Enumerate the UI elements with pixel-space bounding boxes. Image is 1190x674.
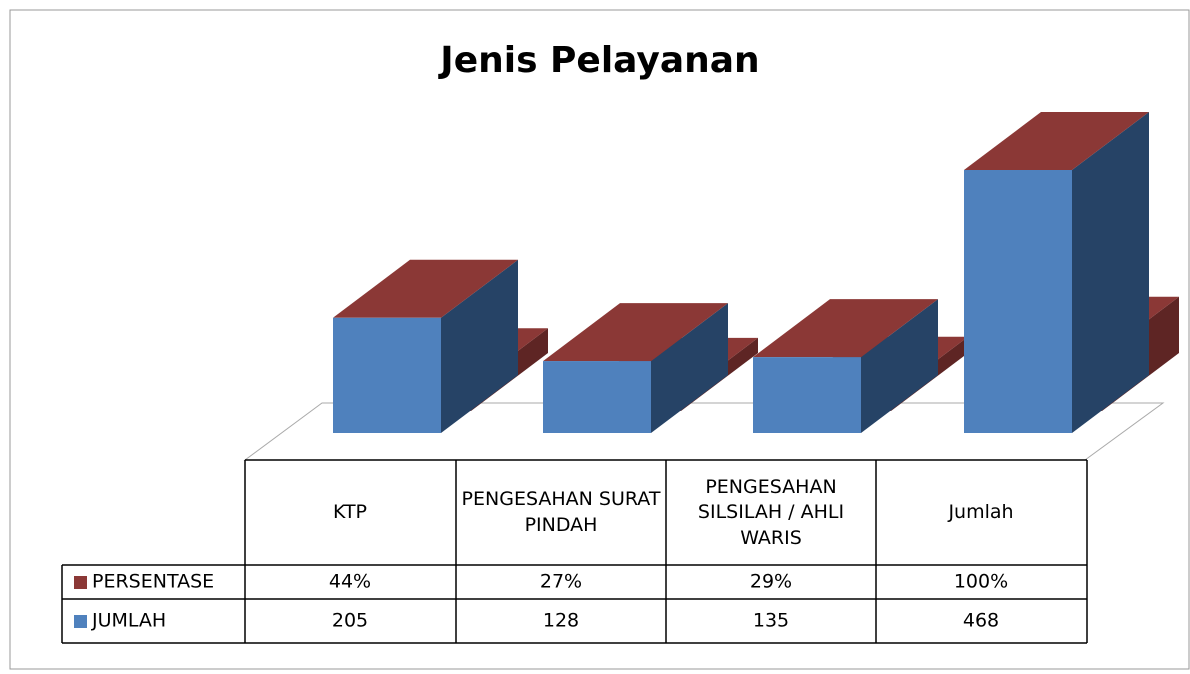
bar-top <box>964 112 1149 170</box>
category-cell: PENGESAHAN SILSILAH / AHLI WARIS <box>697 475 845 549</box>
bar <box>543 361 651 433</box>
bar-side <box>1072 112 1149 433</box>
data-label: 27% <box>540 571 582 593</box>
category-cell: KTP <box>332 501 368 524</box>
legend-label: PERSENTASE <box>92 571 214 593</box>
bar-side <box>651 303 728 433</box>
bar-side <box>441 259 518 433</box>
bar-top <box>543 303 728 362</box>
legend-swatch <box>74 615 87 628</box>
data-label: 205 <box>332 610 368 632</box>
category-cell: PENGESAHAN SURAT PINDAH <box>461 488 661 536</box>
x-tick-label: KTP <box>332 501 368 524</box>
legend-swatch <box>74 576 87 589</box>
data-label: 100% <box>954 571 1008 593</box>
x-tick-label: PENGESAHAN SURAT PINDAH <box>461 488 661 536</box>
x-tick-label: PENGESAHAN SILSILAH / AHLI WARIS <box>697 475 845 549</box>
data-label: 468 <box>963 610 999 632</box>
bar-side <box>861 299 938 433</box>
bar <box>964 170 1072 433</box>
data-label: 44% <box>329 571 371 593</box>
data-label: 29% <box>750 571 792 593</box>
data-label: 128 <box>543 610 579 632</box>
bar-top <box>333 259 518 318</box>
bar-top <box>753 299 938 358</box>
category-cell: Jumlah <box>948 501 1014 524</box>
legend-label: JUMLAH <box>91 610 166 632</box>
chart-title: Jenis Pelayanan <box>437 40 759 81</box>
bar <box>753 357 861 433</box>
data-label: 135 <box>753 610 789 632</box>
bar <box>333 317 441 433</box>
x-tick-label: Jumlah <box>948 501 1014 524</box>
